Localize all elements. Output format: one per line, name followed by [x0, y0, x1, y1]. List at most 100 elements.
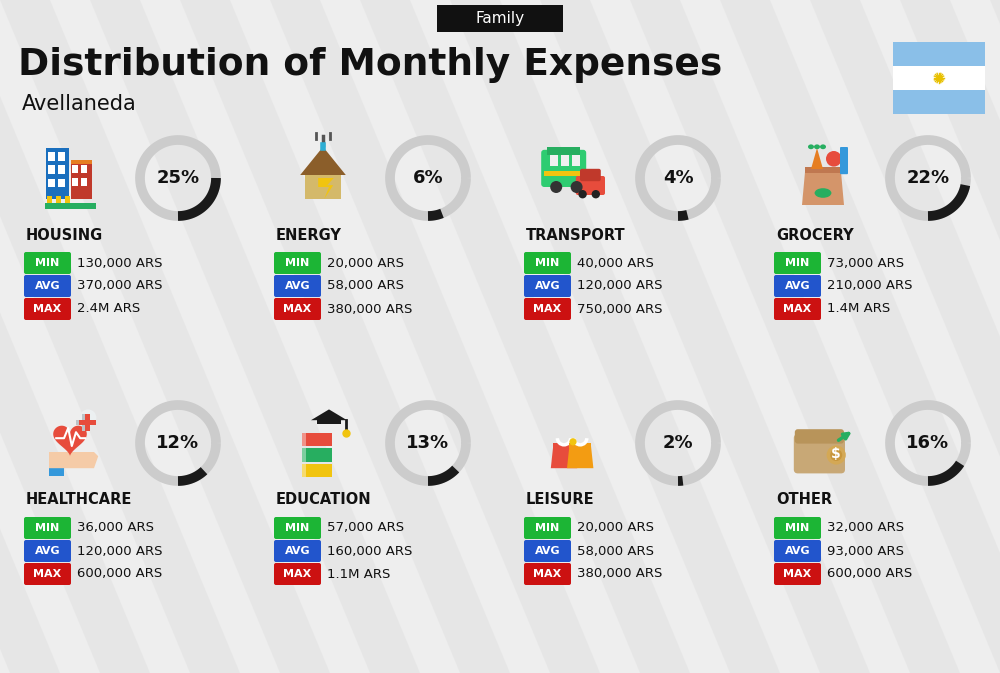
Polygon shape	[0, 0, 60, 673]
Polygon shape	[720, 0, 1000, 673]
Text: 57,000 ARS: 57,000 ARS	[327, 522, 404, 534]
FancyBboxPatch shape	[79, 420, 96, 425]
FancyBboxPatch shape	[81, 178, 87, 186]
Text: MAX: MAX	[783, 569, 812, 579]
Text: AVG: AVG	[35, 281, 60, 291]
Text: 370,000 ARS: 370,000 ARS	[77, 279, 162, 293]
FancyBboxPatch shape	[774, 298, 821, 320]
Text: MIN: MIN	[785, 523, 810, 533]
FancyBboxPatch shape	[274, 252, 321, 274]
Circle shape	[571, 181, 583, 193]
Text: $: $	[831, 447, 841, 461]
Text: HOUSING: HOUSING	[26, 227, 103, 242]
Text: AVG: AVG	[535, 546, 560, 556]
Text: AVG: AVG	[285, 281, 310, 291]
Text: Distribution of Monthly Expenses: Distribution of Monthly Expenses	[18, 47, 722, 83]
Polygon shape	[318, 178, 334, 199]
Text: MAX: MAX	[33, 569, 62, 579]
FancyBboxPatch shape	[81, 165, 87, 172]
FancyBboxPatch shape	[58, 152, 65, 161]
FancyBboxPatch shape	[48, 166, 55, 174]
Polygon shape	[0, 0, 150, 673]
Ellipse shape	[814, 145, 820, 149]
FancyBboxPatch shape	[302, 448, 306, 462]
Text: 2%: 2%	[663, 434, 693, 452]
Circle shape	[578, 190, 587, 199]
FancyBboxPatch shape	[72, 165, 78, 172]
Text: MAX: MAX	[533, 569, 562, 579]
FancyBboxPatch shape	[302, 433, 332, 446]
Text: 58,000 ARS: 58,000 ARS	[327, 279, 404, 293]
Polygon shape	[802, 172, 844, 205]
Text: MIN: MIN	[285, 523, 310, 533]
FancyBboxPatch shape	[795, 429, 844, 444]
Text: 58,000 ARS: 58,000 ARS	[577, 544, 654, 557]
FancyBboxPatch shape	[274, 275, 321, 297]
Text: HEALTHCARE: HEALTHCARE	[26, 493, 132, 507]
Polygon shape	[630, 0, 960, 673]
FancyBboxPatch shape	[893, 66, 985, 90]
FancyBboxPatch shape	[524, 517, 571, 539]
Text: 93,000 ARS: 93,000 ARS	[827, 544, 904, 557]
FancyBboxPatch shape	[302, 464, 332, 477]
Text: EDUCATION: EDUCATION	[276, 493, 372, 507]
Text: MAX: MAX	[283, 304, 312, 314]
Text: MAX: MAX	[533, 304, 562, 314]
Polygon shape	[300, 147, 346, 175]
FancyBboxPatch shape	[524, 275, 571, 297]
Circle shape	[826, 151, 842, 167]
Text: 25%: 25%	[156, 169, 200, 187]
Text: 12%: 12%	[156, 434, 200, 452]
FancyBboxPatch shape	[71, 160, 92, 199]
FancyBboxPatch shape	[24, 563, 71, 585]
Polygon shape	[900, 0, 1000, 673]
Polygon shape	[180, 0, 510, 673]
Text: 210,000 ARS: 210,000 ARS	[827, 279, 912, 293]
Text: Avellaneda: Avellaneda	[22, 94, 137, 114]
FancyBboxPatch shape	[65, 196, 70, 203]
Polygon shape	[53, 426, 87, 456]
FancyBboxPatch shape	[561, 155, 569, 166]
Text: AVG: AVG	[785, 281, 810, 291]
FancyBboxPatch shape	[48, 178, 55, 187]
Circle shape	[830, 449, 842, 461]
Ellipse shape	[815, 188, 831, 198]
Text: AVG: AVG	[285, 546, 310, 556]
Text: Family: Family	[475, 11, 525, 26]
Text: 120,000 ARS: 120,000 ARS	[77, 544, 162, 557]
FancyBboxPatch shape	[274, 298, 321, 320]
Text: AVG: AVG	[535, 281, 560, 291]
Polygon shape	[811, 148, 823, 169]
Circle shape	[550, 181, 562, 193]
Text: TRANSPORT: TRANSPORT	[526, 227, 626, 242]
Polygon shape	[360, 0, 690, 673]
FancyBboxPatch shape	[76, 420, 93, 425]
Text: MAX: MAX	[33, 304, 62, 314]
Polygon shape	[305, 151, 341, 199]
FancyBboxPatch shape	[46, 148, 69, 199]
Polygon shape	[0, 0, 240, 673]
Text: 160,000 ARS: 160,000 ARS	[327, 544, 412, 557]
Text: 1.1M ARS: 1.1M ARS	[327, 567, 390, 581]
Text: 380,000 ARS: 380,000 ARS	[577, 567, 662, 581]
FancyBboxPatch shape	[302, 448, 332, 462]
FancyBboxPatch shape	[274, 540, 321, 562]
Text: 20,000 ARS: 20,000 ARS	[327, 256, 404, 269]
Ellipse shape	[569, 438, 577, 446]
Text: 1.4M ARS: 1.4M ARS	[827, 302, 890, 316]
Text: 4%: 4%	[663, 169, 693, 187]
FancyBboxPatch shape	[774, 540, 821, 562]
Text: LEISURE: LEISURE	[526, 493, 595, 507]
Polygon shape	[0, 0, 330, 673]
Polygon shape	[567, 446, 593, 468]
Text: 13%: 13%	[406, 434, 450, 452]
Text: 600,000 ARS: 600,000 ARS	[77, 567, 162, 581]
FancyBboxPatch shape	[576, 176, 605, 195]
FancyBboxPatch shape	[524, 563, 571, 585]
FancyBboxPatch shape	[274, 563, 321, 585]
Text: 32,000 ARS: 32,000 ARS	[827, 522, 904, 534]
FancyBboxPatch shape	[58, 166, 65, 174]
FancyBboxPatch shape	[580, 169, 601, 181]
FancyBboxPatch shape	[317, 417, 341, 425]
FancyBboxPatch shape	[524, 252, 571, 274]
